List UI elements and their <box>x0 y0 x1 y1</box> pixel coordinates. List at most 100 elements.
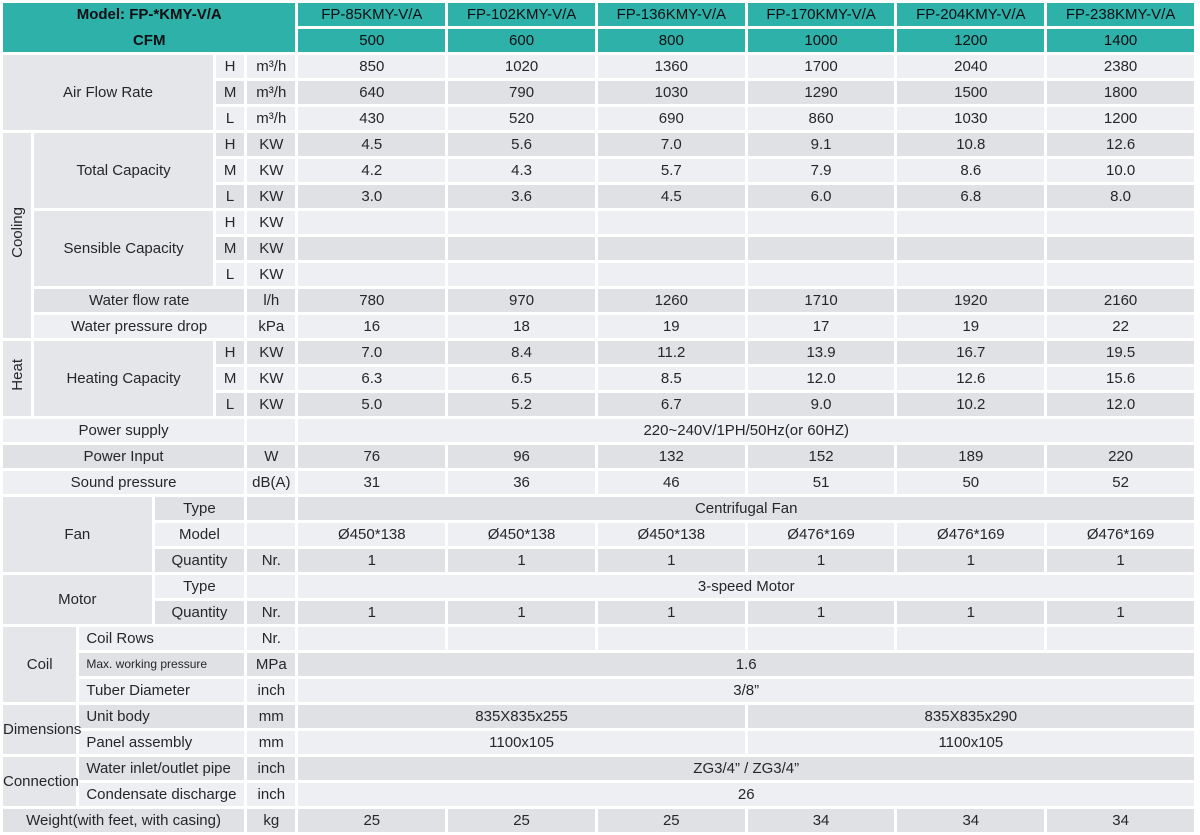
value-power-input: 132 <box>597 445 745 468</box>
value-pressure-drop: 17 <box>747 315 895 338</box>
cfm-value: 1000 <box>747 29 895 52</box>
label-fan-quantity: Quantity <box>154 549 245 572</box>
unit-pressure-drop: kPa <box>247 315 296 338</box>
value-total-m: 4.2 <box>298 159 446 182</box>
speed-label-h: H <box>216 341 245 364</box>
value-total-l: 3.0 <box>298 185 446 208</box>
value-panel-small: 1100x105 <box>298 731 745 754</box>
value-fan-quantity: 1 <box>298 549 446 572</box>
speed-label-l: L <box>216 107 245 130</box>
value-weight: 34 <box>1047 809 1194 832</box>
label-air-flow-rate: Air Flow Rate <box>3 55 213 130</box>
value-heating-h: 8.4 <box>448 341 595 364</box>
unit-inch: inch <box>247 783 296 806</box>
value-heating-l: 5.2 <box>448 393 595 416</box>
unit-mm: mm <box>247 731 296 754</box>
value-heating-m: 8.5 <box>597 367 745 390</box>
value-heating-m: 12.6 <box>897 367 1045 390</box>
row-air-flow-h: Air Flow Rate H m³/h 850 1020 1360 1700 … <box>3 55 1194 130</box>
value-sound: 51 <box>747 471 895 494</box>
unit-capacity: KW <box>247 159 296 182</box>
value-fan-model: Ø476*169 <box>1047 523 1194 546</box>
value-air-flow-m: 1030 <box>597 81 745 104</box>
row-motor-type: Motor Type 3-speed Motor <box>3 575 1194 624</box>
unit-air-flow: m³/h <box>247 81 296 104</box>
label-heating-capacity: Heating Capacity <box>34 341 213 416</box>
row-coil-rows: Coil Coil Rows Nr. <box>3 627 1194 702</box>
cfm-value: 800 <box>597 29 745 52</box>
unit-capacity: KW <box>247 133 296 156</box>
value-air-flow-m: 1800 <box>1047 81 1194 104</box>
section-label-dimensions: Dimensions <box>3 705 81 754</box>
label-max-pressure: Max. working pressure <box>79 653 245 676</box>
value-pressure-drop: 19 <box>597 315 745 338</box>
value-air-flow-l: 860 <box>747 107 895 130</box>
value-max-pressure: 1.6 <box>298 653 1194 676</box>
section-label-coil: Coil <box>3 627 77 702</box>
value-motor-quantity: 1 <box>1047 601 1194 624</box>
unit-capacity: KW <box>247 211 296 234</box>
value-sensible-h <box>298 211 446 234</box>
label-water-flow: Water flow rate <box>34 289 245 312</box>
value-motor-quantity: 1 <box>298 601 446 624</box>
unit-quantity: Nr. <box>247 549 296 572</box>
unit-sound: dB(A) <box>247 471 296 494</box>
value-water-flow: 2160 <box>1047 289 1194 312</box>
value-pressure-drop: 16 <box>298 315 446 338</box>
value-fan-quantity: 1 <box>448 549 595 572</box>
row-water-inlet: Connection Water inlet/outlet pipe inch … <box>3 757 1194 806</box>
label-power-input: Power Input <box>3 445 245 468</box>
value-panel-large: 1100x105 <box>747 731 1194 754</box>
value-fan-model: Ø450*138 <box>298 523 446 546</box>
unit-power-supply-empty <box>247 419 296 442</box>
value-motor-quantity: 1 <box>597 601 745 624</box>
row-power-supply: Power supply 220~240V/1PH/50Hz(or 60HZ) <box>3 419 1194 442</box>
value-sensible-m <box>597 237 745 260</box>
unit-air-flow: m³/h <box>247 107 296 130</box>
label-unit-body: Unit body <box>79 705 245 728</box>
value-air-flow-h: 850 <box>298 55 446 78</box>
speed-label-h: H <box>216 211 245 234</box>
value-power-input: 76 <box>298 445 446 468</box>
value-sensible-m <box>298 237 446 260</box>
value-power-input: 152 <box>747 445 895 468</box>
section-label-cooling: Cooling <box>3 133 32 338</box>
value-fan-model: Ø450*138 <box>448 523 595 546</box>
row-max-pressure: Max. working pressure MPa 1.6 <box>3 653 1194 676</box>
value-heating-m: 15.6 <box>1047 367 1194 390</box>
row-sensible-capacity-l: L KW <box>3 263 1194 286</box>
model-cfm-header: Model: FP-*KMY-V/A CFM <box>3 3 296 52</box>
value-air-flow-h: 2040 <box>897 55 1045 78</box>
speed-label-l: L <box>216 185 245 208</box>
value-air-flow-h: 1360 <box>597 55 745 78</box>
value-heating-l: 5.0 <box>298 393 446 416</box>
row-total-capacity-l: L KW 3.0 3.6 4.5 6.0 6.8 8.0 <box>3 185 1194 208</box>
value-total-m: 10.0 <box>1047 159 1194 182</box>
value-sensible-l <box>897 263 1045 286</box>
unit-air-flow: m³/h <box>247 55 296 78</box>
value-sensible-h <box>747 211 895 234</box>
speed-label-m: M <box>216 81 245 104</box>
value-water-flow: 970 <box>448 289 595 312</box>
value-coil-rows <box>298 627 446 650</box>
value-sound: 50 <box>897 471 1045 494</box>
label-pressure-drop: Water pressure drop <box>34 315 245 338</box>
value-motor-quantity: 1 <box>448 601 595 624</box>
model-column-header: FP-170KMY-V/A <box>747 3 895 26</box>
speed-label-m: M <box>216 367 245 390</box>
value-total-l: 8.0 <box>1047 185 1194 208</box>
value-air-flow-h: 1700 <box>747 55 895 78</box>
unit-mm: mm <box>247 705 296 728</box>
label-tuber-diameter: Tuber Diameter <box>79 679 245 702</box>
cfm-value: 600 <box>448 29 595 52</box>
value-motor-quantity: 1 <box>897 601 1045 624</box>
cfm-value: 500 <box>298 29 446 52</box>
value-sensible-l <box>1047 263 1194 286</box>
value-fan-quantity: 1 <box>597 549 745 572</box>
row-total-capacity-h: Cooling Total Capacity H KW 4.5 5.6 7.0 … <box>3 133 1194 338</box>
value-sound: 46 <box>597 471 745 494</box>
value-fan-quantity: 1 <box>1047 549 1194 572</box>
row-power-input: Power Input W 76 96 132 152 189 220 <box>3 445 1194 468</box>
value-sensible-h <box>1047 211 1194 234</box>
value-sensible-l <box>747 263 895 286</box>
